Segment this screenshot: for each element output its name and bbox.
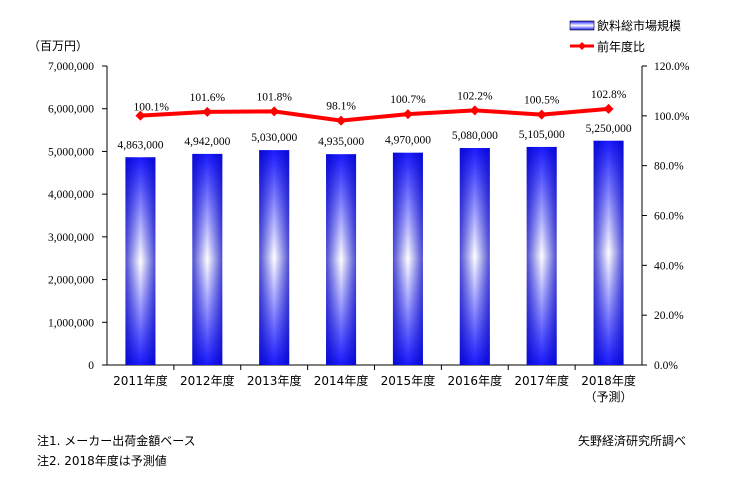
x-category-label: 2013年度 <box>247 373 302 388</box>
yoy-value-label: 100.7% <box>390 94 426 106</box>
right-tick-label: 0.0% <box>654 360 678 372</box>
note-1: 注1. メーカー出荷金額ベース <box>37 434 196 448</box>
left-tick-label: 5,000,000 <box>48 146 94 158</box>
legend-bar-label: 飲料総市場規模 <box>597 18 681 33</box>
note-2: 注2. 2018年度は予測値 <box>37 454 167 468</box>
bar-value-label: 4,942,000 <box>184 136 230 148</box>
legend-line-label: 前年度比 <box>597 39 645 54</box>
left-axis-unit-label: （百万円） <box>28 39 88 53</box>
bar-value-label: 5,105,000 <box>519 129 565 141</box>
bar-shade <box>392 152 423 365</box>
x-category-label: 2017年度 <box>514 373 569 388</box>
legend-bar-swatch <box>569 20 595 31</box>
yoy-point-marker <box>135 110 146 121</box>
left-tick-label: 1,000,000 <box>48 317 94 329</box>
x-category-label: 2012年度 <box>180 373 235 388</box>
bar-value-label: 5,250,000 <box>586 123 632 135</box>
bar-shade <box>459 148 490 365</box>
yoy-line <box>140 106 609 123</box>
bar-shade <box>259 150 290 365</box>
bar-value-label: 4,970,000 <box>385 135 431 147</box>
yoy-value-label: 98.1% <box>326 101 356 113</box>
yoy-point-marker <box>202 106 213 117</box>
left-tick-label: 6,000,000 <box>48 104 94 116</box>
yoy-point-marker <box>402 109 413 120</box>
bar-shade <box>125 157 156 365</box>
legend: 飲料総市場規模 前年度比 <box>569 18 681 54</box>
right-tick-label: 120.0% <box>654 61 690 73</box>
bar-shade <box>326 154 357 365</box>
x-category-label: 2015年度 <box>381 373 436 388</box>
right-tick-label: 80.0% <box>654 161 684 173</box>
yoy-point-marker <box>336 115 347 126</box>
left-tick-label: 7,000,000 <box>48 61 94 73</box>
right-tick-label: 100.0% <box>654 111 690 123</box>
left-tick-label: 0 <box>88 360 94 372</box>
bar-value-label: 5,080,000 <box>452 130 498 142</box>
left-tick-label: 2,000,000 <box>48 275 94 287</box>
x-category-label: 2016年度 <box>448 373 503 388</box>
yoy-point-marker <box>269 106 280 117</box>
legend-line-marker <box>578 42 586 50</box>
yoy-point-marker <box>469 105 480 116</box>
yoy-value-label: 101.8% <box>256 91 292 103</box>
left-tick-label: 4,000,000 <box>48 189 94 201</box>
bar-value-label: 4,863,000 <box>117 139 163 151</box>
yoy-value-label: 100.1% <box>133 102 169 114</box>
right-tick-label: 60.0% <box>654 211 684 223</box>
yoy-point-marker <box>603 103 614 114</box>
right-tick-label: 20.0% <box>654 310 684 322</box>
bar-shade <box>192 153 223 365</box>
left-tick-label: 3,000,000 <box>48 232 94 244</box>
bar-shade <box>526 146 557 365</box>
x-category-label: 2011年度 <box>113 373 168 388</box>
yoy-value-label: 102.8% <box>591 89 627 101</box>
yoy-point-marker <box>536 109 547 120</box>
x-category-sublabel: （予測） <box>585 390 633 404</box>
x-category-label: 2018年度 <box>581 373 636 388</box>
yoy-value-label: 101.6% <box>190 92 226 104</box>
source-credit: 矢野経済研究所調べ <box>578 434 687 448</box>
yoy-value-label: 102.2% <box>457 90 493 102</box>
right-tick-label: 40.0% <box>654 260 684 272</box>
x-category-label: 2014年度 <box>314 373 369 388</box>
bar-value-label: 4,935,000 <box>318 136 364 148</box>
yoy-value-label: 100.5% <box>524 95 560 107</box>
bar-shade <box>593 140 624 365</box>
bar-value-label: 5,030,000 <box>251 132 297 144</box>
